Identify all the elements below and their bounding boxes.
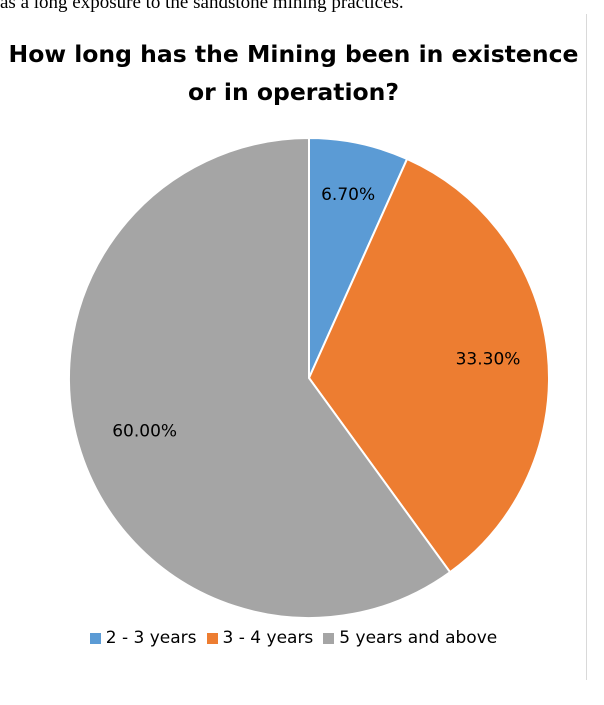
pie-slice-5-years-and-above xyxy=(68,136,452,619)
legend-label: 2 - 3 years xyxy=(105,628,197,648)
legend-swatch xyxy=(206,632,218,644)
chart-area xyxy=(0,14,587,680)
pie-slice-3-4-years xyxy=(307,157,550,574)
data-label-1: 6.70% xyxy=(321,185,375,205)
legend-swatch xyxy=(89,632,101,644)
legend-item-3: 5 years and above xyxy=(323,628,497,648)
data-label-3: 60.00% xyxy=(112,421,177,441)
document-text-above-chart: as a long exposure to the sandstone mini… xyxy=(0,0,404,13)
legend-label: 3 - 4 years xyxy=(222,628,314,648)
chart-legend: 2 - 3 years 3 - 4 years 5 years and above xyxy=(0,628,587,648)
legend-item-2: 3 - 4 years xyxy=(206,628,314,648)
legend-swatch xyxy=(323,632,335,644)
legend-label: 5 years and above xyxy=(339,628,498,648)
legend-item-1: 2 - 3 years xyxy=(89,628,197,648)
chart-title: How long has the Mining been in existenc… xyxy=(8,40,579,106)
data-label-2: 33.30% xyxy=(456,349,521,369)
